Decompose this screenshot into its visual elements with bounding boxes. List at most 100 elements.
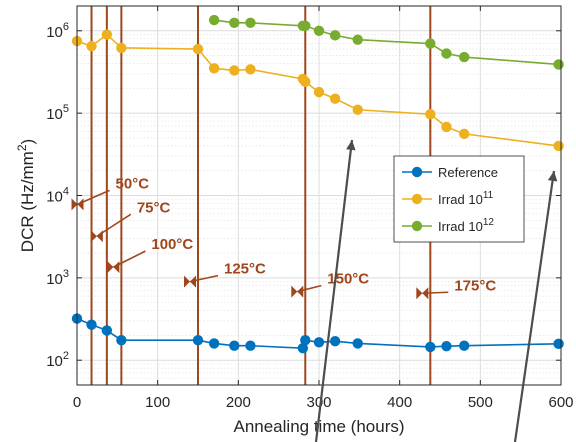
pointer-arrow-shaft	[513, 170, 556, 442]
y-tick-label: 103	[46, 268, 69, 288]
data-point	[229, 65, 240, 76]
legend-entry: Irrad 1011	[402, 190, 494, 207]
annotation-label: 150°C	[327, 271, 369, 288]
data-point	[245, 340, 256, 351]
pointer-arrow-shaft	[314, 139, 354, 442]
x-tick-label: 400	[387, 394, 412, 411]
y-tick-label: 104	[46, 186, 69, 206]
data-point	[329, 93, 341, 104]
data-point	[208, 14, 220, 26]
annotation-marker	[90, 230, 103, 243]
data-point	[352, 104, 363, 115]
x-tick-label: 300	[306, 394, 331, 411]
legend-label: Irrad 1011	[438, 190, 494, 207]
y-axis-title: DCR (Hz/mm2)	[15, 139, 37, 252]
series-group	[208, 14, 564, 70]
data-point	[116, 42, 127, 54]
annotation-label: 175°C	[454, 277, 496, 294]
annealing-annotation: 50°C	[71, 175, 150, 211]
series-group	[71, 313, 564, 354]
data-point	[352, 338, 363, 349]
pointer-arrow	[513, 170, 558, 442]
annealing-annotation: 75°C	[90, 199, 171, 243]
legend-marker	[411, 220, 423, 232]
data-point	[553, 338, 564, 350]
data-point	[441, 121, 452, 133]
legend-entry: Reference	[402, 165, 498, 180]
data-point	[297, 342, 309, 354]
y-tick-label: 106	[46, 21, 69, 41]
legend-entry: Irrad 1012	[402, 217, 494, 234]
annealing-annotation: 175°C	[416, 277, 496, 300]
y-tick-label: 102	[46, 350, 69, 370]
series-line	[214, 19, 559, 66]
annealing-annotation: 100°C	[107, 236, 193, 274]
data-point	[300, 20, 311, 31]
data-point	[116, 334, 127, 346]
annotation-label: 75°C	[137, 199, 171, 216]
annotation-marker	[416, 287, 429, 300]
data-point	[245, 17, 256, 29]
annealing-annotations: 50°C 75°C 100°C 125°C 150°C 175°C	[71, 175, 496, 300]
data-point	[86, 319, 97, 330]
data-point	[313, 25, 325, 36]
x-tick-label: 600	[548, 394, 573, 411]
annotation-marker	[71, 198, 84, 211]
x-tick-label: 0	[73, 394, 81, 411]
legend-marker	[411, 193, 423, 205]
annotation-label: 100°C	[151, 236, 193, 253]
x-tick-label: 100	[145, 394, 170, 411]
data-point	[459, 340, 470, 351]
data-point	[192, 334, 204, 346]
series-group	[71, 29, 564, 152]
pointer-arrow-head	[547, 171, 558, 182]
annotation-label: 125°C	[224, 261, 266, 278]
data-point	[441, 340, 452, 352]
annotation-marker	[107, 261, 120, 274]
data-point	[553, 59, 564, 70]
data-point	[208, 63, 220, 74]
pointer-arrow-head	[346, 140, 356, 151]
data-point	[425, 109, 436, 120]
data-point	[352, 34, 363, 45]
data-point	[300, 76, 311, 88]
data-point	[101, 29, 113, 40]
pointer-arrow	[314, 139, 356, 442]
annotation-label: 50°C	[116, 175, 150, 192]
data-point	[86, 40, 97, 52]
data-point	[425, 341, 436, 353]
annealing-annotation: 150°C	[291, 271, 369, 298]
legend-label: Irrad 1012	[438, 217, 494, 234]
annotation-marker	[291, 285, 304, 298]
legend-label: Reference	[438, 165, 498, 180]
annotation-marker	[184, 275, 196, 288]
axis-ticks: 0 100 200 300 400 500 600 102 103 104 105 106 Anneal…	[15, 6, 574, 436]
data-point	[329, 30, 341, 41]
data-point	[229, 340, 240, 351]
pointer-overlay	[314, 139, 558, 442]
legend: Reference Irrad 1011 Irrad 1012	[393, 155, 525, 243]
data-point	[245, 64, 256, 75]
data-point	[313, 337, 325, 348]
data-point	[459, 51, 470, 63]
x-axis-title: Annealing time (hours)	[233, 417, 404, 436]
data-point	[229, 17, 240, 29]
data-point	[425, 38, 436, 49]
data-point	[101, 325, 113, 336]
data-point	[553, 140, 564, 152]
data-point	[459, 128, 470, 140]
series-layer	[71, 14, 564, 354]
annealing-annotation: 125°C	[184, 261, 266, 288]
data-point	[441, 48, 452, 59]
data-point	[329, 336, 341, 347]
data-point	[192, 43, 204, 55]
x-tick-label: 200	[226, 394, 251, 411]
data-point	[300, 334, 311, 346]
data-point	[208, 338, 220, 349]
data-point	[313, 86, 325, 98]
legend-marker	[411, 166, 423, 178]
x-tick-label: 500	[468, 394, 493, 411]
y-tick-label: 105	[46, 103, 69, 123]
